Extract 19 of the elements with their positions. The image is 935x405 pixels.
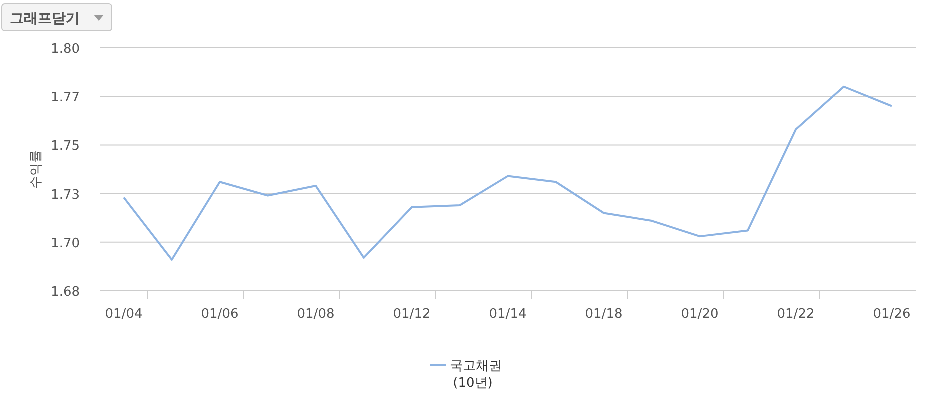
x-tick-label: 01/20 [681, 307, 719, 322]
y-tick-label: 1.80 [51, 42, 80, 57]
x-tick-label: 01/12 [393, 307, 431, 322]
x-tick-label: 01/18 [585, 307, 623, 322]
y-tick-label: 1.68 [51, 285, 80, 300]
x-tick-label: 01/26 [873, 307, 911, 322]
dropdown-button: 그래프닫기 [2, 4, 112, 32]
x-tick-label: 01/04 [105, 307, 143, 322]
x-tick-label: 01/14 [489, 307, 527, 322]
y-tick-label: 1.70 [51, 236, 80, 252]
line-series [123, 86, 893, 261]
x-tick-label: 01/08 [297, 307, 335, 322]
legend-label: 국고채권 (10년) [450, 359, 502, 391]
x-tick-label: 01/06 [201, 307, 239, 322]
y-axis-title: 수익률 [29, 150, 44, 189]
x-tick-label: 01/22 [777, 307, 815, 322]
y-tick-label: 1.73 [51, 188, 80, 203]
y-tick-label: 1.75 [51, 139, 80, 154]
y-tick-label: 1.77 [51, 90, 80, 106]
